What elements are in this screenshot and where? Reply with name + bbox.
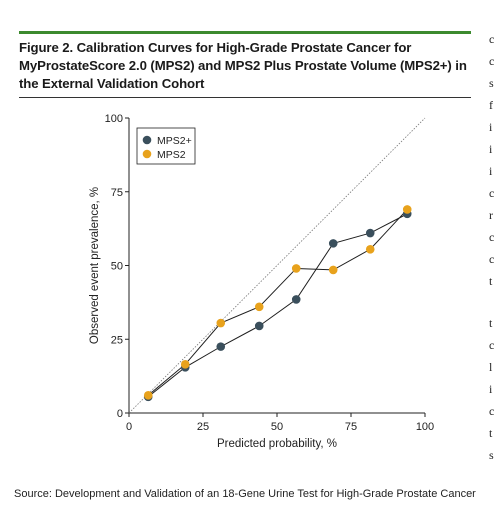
figure-title: Figure 2. Calibration Curves for High-Gr… [19, 40, 467, 91]
data-point-mps2- [328, 239, 338, 248]
legend-label: MPS2 [157, 149, 186, 161]
chart-legend: MPS2+ MPS2 [136, 127, 196, 165]
legend-marker [142, 149, 152, 159]
figure-top-rule [19, 31, 471, 34]
reference-diagonal-line [128, 117, 426, 414]
data-point-mps2- [216, 342, 226, 351]
chart-plot-area [128, 117, 426, 414]
data-point-mps2 [216, 318, 226, 328]
series-line-mps2- [147, 213, 408, 398]
data-point-mps2- [365, 228, 375, 238]
data-point-mps2 [143, 391, 153, 400]
data-point-mps2 [180, 360, 190, 369]
data-point-mps2 [254, 302, 264, 312]
y-tick-label: 25 [111, 334, 123, 346]
x-axis-label: Predicted probability, % [217, 438, 337, 450]
x-tick-label: 100 [416, 421, 434, 433]
y-tick-label: 0 [117, 408, 123, 420]
title-divider [19, 97, 471, 98]
data-point-mps2- [291, 295, 301, 304]
data-point-mps2 [328, 265, 338, 275]
legend-label: MPS2+ [157, 135, 192, 147]
series-line-mps2 [147, 209, 408, 396]
x-tick-label: 50 [271, 421, 283, 433]
y-axis-label: Observed event prevalence, % [89, 187, 101, 344]
data-point-mps2 [365, 244, 375, 254]
y-tick-label: 100 [105, 113, 123, 125]
x-tick-label: 25 [197, 421, 209, 433]
data-point-mps2- [254, 321, 264, 331]
figure-source: Source: Development and Validation of an… [14, 488, 476, 500]
data-point-mps2 [291, 264, 301, 273]
chart-axes: 0 25 50 75 100 0 25 50 75 100 Predicted probabilit… [89, 113, 434, 450]
data-point-mps2 [402, 205, 412, 214]
x-tick-label: 75 [345, 421, 357, 433]
x-tick-label: 0 [126, 421, 132, 433]
calibration-chart: 0 25 50 75 100 0 25 50 75 100 Predicted probabilit… [89, 113, 434, 450]
y-tick-label: 50 [111, 261, 123, 273]
y-tick-label: 75 [111, 187, 123, 199]
legend-marker [142, 135, 152, 145]
